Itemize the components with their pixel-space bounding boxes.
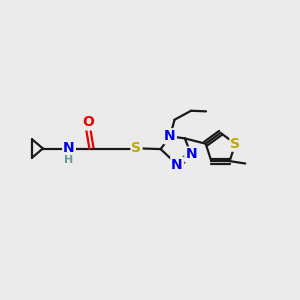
Text: O: O [82,116,94,129]
Text: N: N [171,158,183,172]
Text: S: S [131,142,142,155]
Text: N: N [164,129,176,143]
Text: N: N [185,148,197,161]
Text: H: H [64,155,74,165]
Text: S: S [230,137,240,151]
Text: N: N [63,142,75,155]
